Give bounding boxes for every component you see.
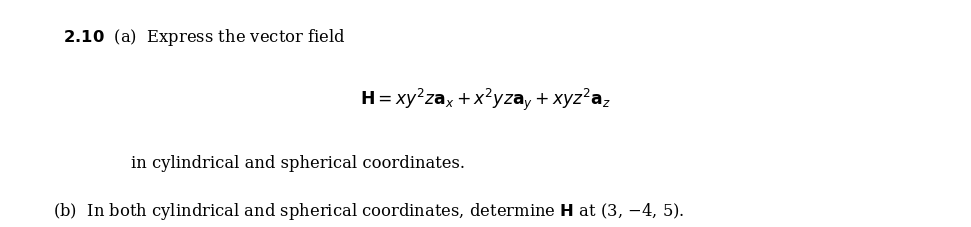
Text: $\mathbf{H} = xy^2z\mathbf{a}_x + x^2yz\mathbf{a}_y + xyz^2\mathbf{a}_z$: $\mathbf{H} = xy^2z\mathbf{a}_x + x^2yz\…	[360, 86, 611, 112]
Text: (b)  In both cylindrical and spherical coordinates, determine $\mathbf{H}$ at (3: (b) In both cylindrical and spherical co…	[53, 200, 685, 221]
Text: in cylindrical and spherical coordinates.: in cylindrical and spherical coordinates…	[131, 154, 465, 171]
Text: $\mathbf{2.10}$  (a)  Express the vector field: $\mathbf{2.10}$ (a) Express the vector f…	[63, 27, 346, 48]
